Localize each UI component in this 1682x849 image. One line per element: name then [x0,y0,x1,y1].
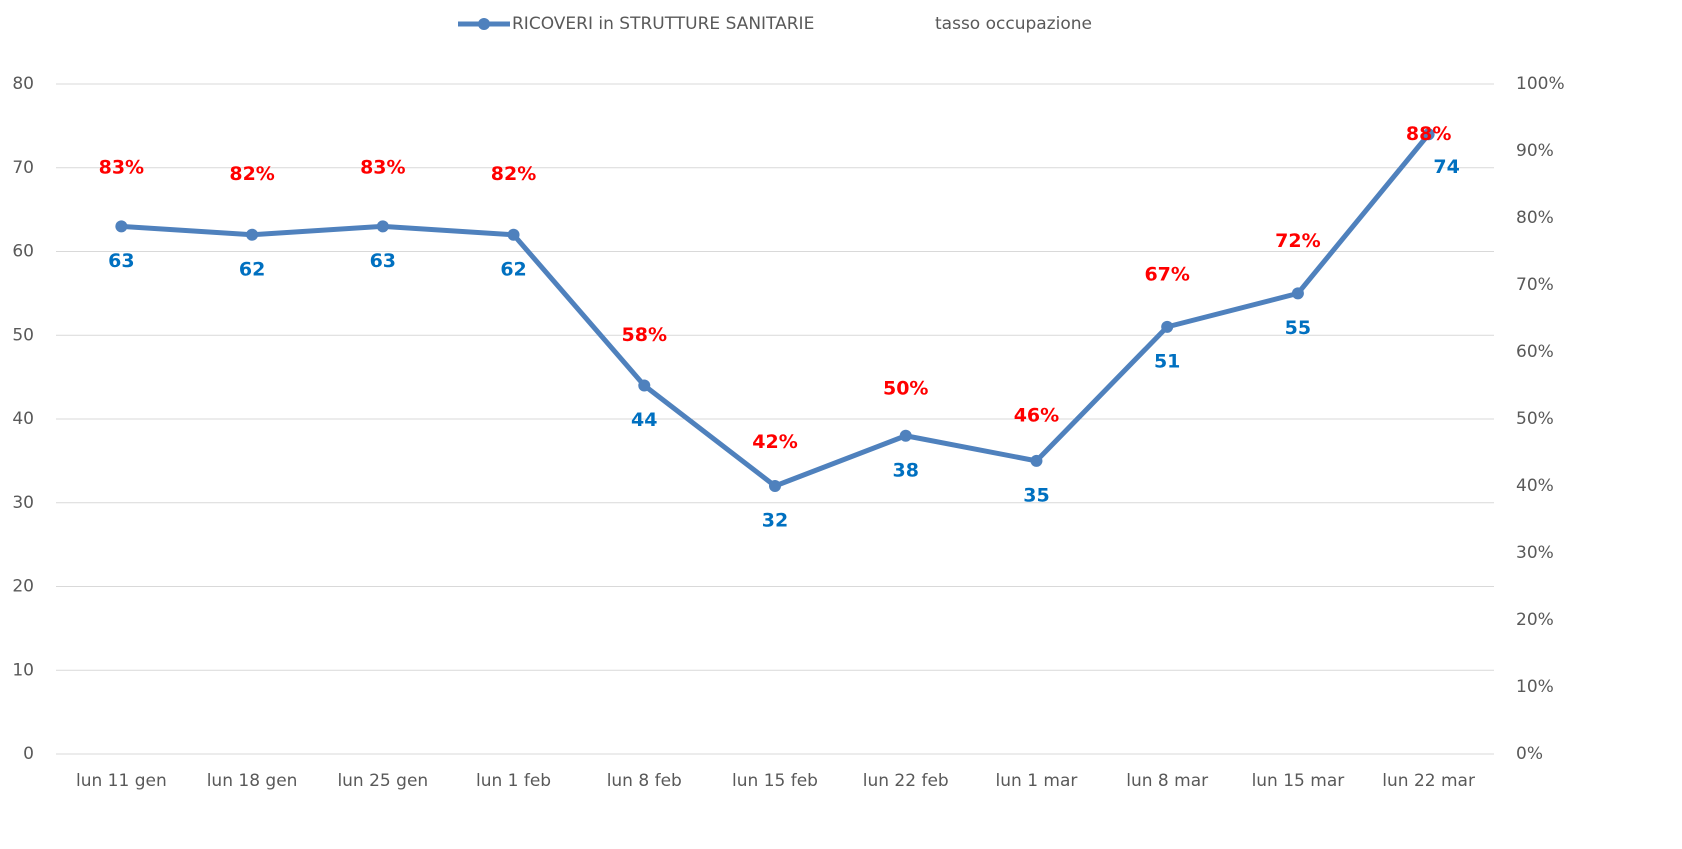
data-point [772,470,778,476]
y2-tick-label: 70% [1516,275,1554,295]
data-point [118,195,124,201]
data-point [1164,302,1170,308]
data-label: 50% [883,378,928,400]
data-label: 67% [1144,264,1189,286]
data-point [507,228,520,241]
data-label: 62 [500,258,526,280]
legend-label: RICOVERI in STRUTTURE SANITARIE [512,14,814,34]
x-tick-label: lun 15 mar [1252,771,1345,791]
y-tick-label: 10 [12,660,34,680]
data-label: 88% [1406,123,1451,145]
data-label: 58% [622,324,667,346]
data-label: 72% [1275,230,1320,252]
data-point [511,202,517,208]
y-tick-label: 0 [23,744,34,764]
x-tick-label: lun 1 mar [996,771,1078,791]
data-label: 63 [108,250,134,272]
y2-tick-label: 20% [1516,610,1554,630]
data-label: 32 [762,510,788,532]
data-label: 74 [1433,156,1459,178]
data-point [1030,454,1043,467]
legend-label: tasso occupazione [935,14,1092,34]
x-tick-label: lun 22 mar [1382,771,1475,791]
legend-marker [478,18,490,30]
data-point [376,220,389,233]
data-label: 35 [1023,484,1049,506]
x-tick-label: lun 15 feb [732,771,818,791]
data-label: 82% [491,163,536,185]
data-label: 83% [360,156,405,178]
data-point [380,195,386,201]
data-point [1422,128,1435,141]
data-point [638,379,651,392]
data-label: 42% [752,431,797,453]
x-tick-label: lun 25 gen [337,771,428,791]
x-tick-label: lun 1 feb [476,771,551,791]
data-label: 44 [631,409,657,431]
y-tick-label: 20 [12,577,34,597]
data-label: 82% [229,163,274,185]
data-label: 51 [1154,350,1180,372]
y2-tick-label: 40% [1516,476,1554,496]
data-point [1426,161,1432,167]
y2-tick-label: 80% [1516,208,1554,228]
y-tick-label: 80 [12,74,34,94]
data-point [1291,287,1304,300]
x-tick-label: lun 8 feb [607,771,682,791]
x-tick-label: lun 11 gen [76,771,167,791]
data-point [249,202,255,208]
data-point [115,220,128,233]
y2-tick-label: 50% [1516,409,1554,429]
y-tick-label: 30 [12,493,34,513]
data-label: 46% [1014,404,1059,426]
data-point [246,228,259,241]
data-point [1161,320,1174,333]
data-label: 55 [1285,317,1311,339]
y2-tick-label: 90% [1516,141,1554,161]
y-tick-label: 70 [12,158,34,178]
y-tick-label: 50 [12,325,34,345]
y2-tick-label: 10% [1516,677,1554,697]
y2-tick-label: 30% [1516,543,1554,563]
x-tick-label: lun 22 feb [863,771,949,791]
y2-tick-label: 0% [1516,744,1543,764]
y2-tick-label: 60% [1516,342,1554,362]
data-label: 38 [893,459,919,481]
y-tick-label: 40 [12,409,34,429]
data-point [769,480,781,492]
data-point [641,362,647,368]
data-label: 83% [99,156,144,178]
data-label: 62 [239,258,265,280]
data-point [1295,269,1301,275]
y-tick-label: 60 [12,242,34,262]
data-point [1033,443,1039,449]
x-tick-label: lun 18 gen [207,771,298,791]
data-point [899,429,912,442]
y2-tick-label: 100% [1516,74,1565,94]
x-tick-label: lun 8 mar [1126,771,1208,791]
data-label: 63 [370,250,396,272]
